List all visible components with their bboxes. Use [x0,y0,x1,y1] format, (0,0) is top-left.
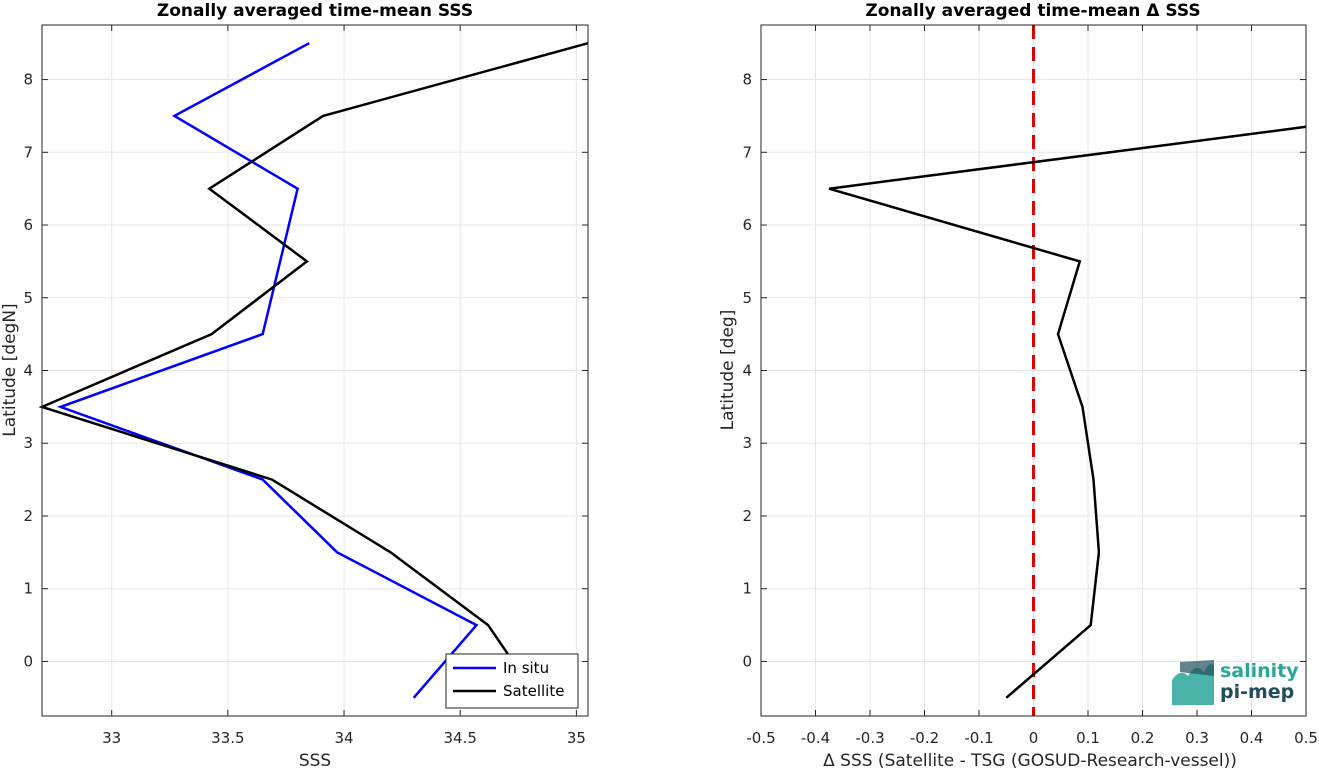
satellite-series-line [38,41,589,681]
legend-box [445,653,579,709]
sss-chart: Zonally averaged time-mean SSS 33 33.5 34 3… [0,1,589,769]
delta-sss-chart-series [828,125,1307,699]
delta-sss-chart-y-axis-label: Latitude [deg] [718,310,738,431]
x-tick-label: -0.3 [855,729,884,747]
y-tick-label: 5 [742,289,752,307]
sss-chart-legend: In situ Satellite [445,653,579,709]
y-tick-label: 3 [742,434,752,452]
logo-wave-icon-back [1180,660,1214,676]
sss-chart-series [38,41,589,699]
sss-chart-y-axis-label: Latitude [degN] [0,303,20,436]
y-tick-label: 2 [23,507,33,525]
y-tick-label: 3 [23,434,33,452]
x-tick-label: 35 [567,729,586,747]
x-tick-label: 0.2 [1131,729,1155,747]
delta-sss-chart-x-axis-label: Δ SSS (Satellite - TSG (GOSUD-Research-v… [823,751,1237,769]
legend-label-satellite: Satellite [503,682,564,700]
x-tick-label: -0.4 [801,729,830,747]
sss-chart-x-axis-label: SSS [299,751,331,769]
y-tick-label: 1 [23,580,33,598]
x-tick-label: 0.3 [1185,729,1209,747]
y-tick-label: 4 [23,362,33,380]
y-tick-label: 4 [742,362,752,380]
y-tick-label: 1 [742,580,752,598]
delta-sss-chart-title: Zonally averaged time-mean Δ SSS [865,1,1200,21]
x-tick-label: 0.5 [1294,729,1318,747]
delta-sss-chart-x-ticks: -0.5 -0.4 -0.3 -0.2 -0.1 0 0.1 0.2 0.3 0.4 0.5 [746,25,1318,747]
y-tick-label: 7 [742,143,752,161]
x-tick-label: 0 [1029,729,1039,747]
y-tick-label: 0 [23,652,33,670]
y-tick-label: 0 [742,652,752,670]
x-tick-label: -0.5 [746,729,775,747]
x-tick-label: 33 [102,729,121,747]
sss-chart-grid [42,25,588,716]
x-tick-label: -0.2 [910,729,939,747]
delta-series-line [828,125,1307,699]
in-situ-series-line [56,42,479,699]
x-tick-label: 0.4 [1240,729,1264,747]
x-tick-label: 34 [334,729,353,747]
x-tick-label: 34.5 [444,729,477,747]
sss-chart-y-ticks: 0 1 2 3 4 5 6 7 8 [23,71,588,670]
delta-sss-chart: Zonally averaged time-mean Δ SSS -0.5 -0.… [718,1,1318,769]
y-tick-label: 8 [23,71,33,89]
legend-label-in-situ: In situ [503,659,549,677]
logo-text-line2: pi-mep [1220,681,1294,703]
logo-text-line1: salinity [1220,660,1299,682]
sss-chart-title: Zonally averaged time-mean SSS [157,1,473,21]
y-tick-label: 6 [742,216,752,234]
salinity-pi-mep-logo: salinity pi-mep [1172,660,1299,705]
y-tick-label: 2 [742,507,752,525]
x-tick-label: -0.1 [964,729,993,747]
y-tick-label: 6 [23,216,33,234]
y-tick-label: 5 [23,289,33,307]
x-tick-label: 0.1 [1076,729,1100,747]
y-tick-label: 7 [23,143,33,161]
delta-sss-chart-y-ticks: 0 1 2 3 4 5 6 7 8 [742,71,1306,670]
x-tick-label: 33.5 [211,729,244,747]
sss-chart-x-ticks: 33 33.5 34 34.5 35 [102,25,586,747]
y-tick-label: 8 [742,71,752,89]
